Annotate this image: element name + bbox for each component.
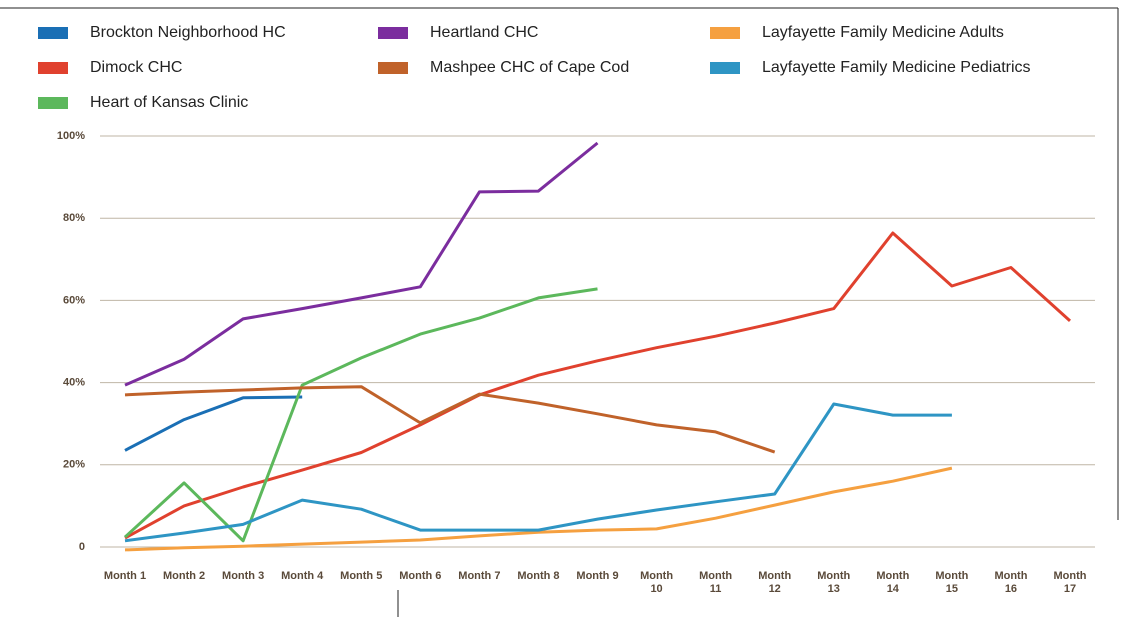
- legend-swatch: [38, 97, 68, 109]
- legend-swatch: [378, 27, 408, 39]
- x-tick-label: Month 10: [640, 570, 674, 595]
- x-tick-label: Month 11: [699, 570, 733, 595]
- legend-swatch: [38, 27, 68, 39]
- x-tick-label: Month 7: [458, 570, 501, 582]
- legend-label: Layfayette Family Medicine Adults: [762, 24, 1004, 41]
- legend-swatch: [710, 62, 740, 74]
- legend-label: Layfayette Family Medicine Pediatrics: [762, 59, 1031, 76]
- series-line: [124, 395, 303, 452]
- legend-swatch: [378, 62, 408, 74]
- series-line: [124, 141, 599, 387]
- legend-label: Heart of Kansas Clinic: [90, 94, 248, 111]
- x-tick-label: Month 8: [517, 570, 560, 582]
- series-line: [124, 402, 952, 543]
- y-tick-label: 20%: [63, 459, 85, 471]
- y-tick-label: 60%: [63, 294, 85, 306]
- x-tick-label: Month 12: [758, 570, 792, 595]
- series-line: [123, 287, 598, 543]
- x-tick-label: Month 3: [222, 570, 265, 582]
- x-tick-label: Month 6: [399, 570, 442, 582]
- y-tick-label: 80%: [63, 212, 85, 224]
- x-tick-label: Month 17: [1053, 570, 1087, 595]
- x-tick-label: Month 2: [162, 570, 206, 582]
- series-line: [124, 231, 1072, 540]
- legend-label: Mashpee CHC of Cape Cod: [430, 59, 629, 76]
- series-line: [124, 385, 776, 454]
- x-tick-label: Month 4: [281, 570, 324, 582]
- series-line: [124, 466, 953, 552]
- x-tick-label: Month 9: [576, 570, 619, 582]
- legend-label: Heartland CHC: [430, 24, 538, 41]
- x-tick-label: Month 14: [876, 570, 910, 595]
- y-tick-label: 100%: [57, 130, 85, 142]
- x-tick-label: Month 13: [817, 570, 851, 595]
- y-tick-label: 40%: [63, 377, 85, 389]
- legend-label: Dimock CHC: [90, 59, 182, 76]
- x-tick-label: Month 1: [103, 570, 147, 582]
- legend-swatch: [710, 27, 740, 39]
- y-tick-label: 0: [79, 541, 85, 553]
- x-tick-label: Month 16: [994, 570, 1028, 595]
- x-tick-label: Month 5: [340, 570, 383, 582]
- legend-label: Brockton Neighborhood HC: [90, 24, 286, 41]
- x-tick-label: Month 15: [935, 570, 969, 595]
- legend-swatch: [38, 62, 68, 74]
